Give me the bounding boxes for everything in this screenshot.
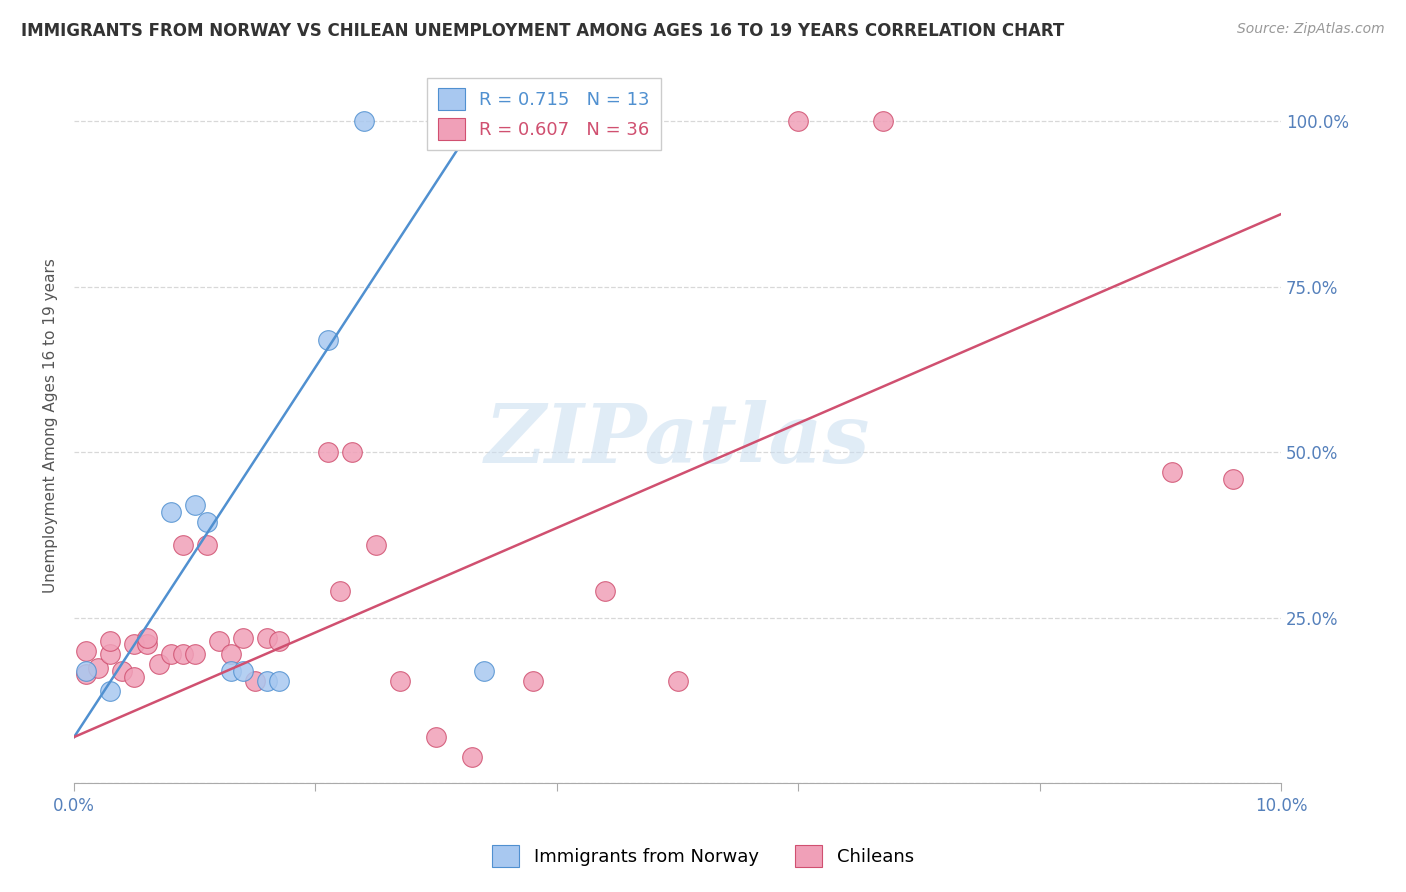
Point	[232, 631, 254, 645]
Point	[124, 637, 146, 651]
Point	[474, 664, 496, 678]
Point	[666, 673, 689, 688]
Point	[316, 333, 339, 347]
Point	[98, 634, 121, 648]
Point	[316, 445, 339, 459]
Point	[593, 584, 616, 599]
Text: IMMIGRANTS FROM NORWAY VS CHILEAN UNEMPLOYMENT AMONG AGES 16 TO 19 YEARS CORRELA: IMMIGRANTS FROM NORWAY VS CHILEAN UNEMPL…	[21, 22, 1064, 40]
Point	[872, 114, 894, 128]
Point	[1222, 472, 1244, 486]
Point	[269, 634, 291, 648]
Point	[353, 114, 375, 128]
Point	[159, 648, 181, 662]
Point	[172, 648, 194, 662]
Point	[135, 637, 157, 651]
Point	[184, 648, 207, 662]
Point	[75, 667, 97, 681]
Point	[184, 499, 207, 513]
Point	[425, 730, 447, 744]
Point	[269, 673, 291, 688]
Legend: R = 0.715   N = 13, R = 0.607   N = 36: R = 0.715 N = 13, R = 0.607 N = 36	[427, 78, 661, 151]
Point	[98, 648, 121, 662]
Point	[87, 660, 110, 674]
Point	[208, 634, 231, 648]
Point	[124, 670, 146, 684]
Point	[98, 683, 121, 698]
Legend: Immigrants from Norway, Chileans: Immigrants from Norway, Chileans	[485, 838, 921, 874]
Text: ZIPatlas: ZIPatlas	[485, 401, 870, 480]
Point	[256, 631, 278, 645]
Point	[111, 664, 134, 678]
Point	[75, 664, 97, 678]
Point	[195, 515, 218, 529]
Point	[75, 644, 97, 658]
Point	[256, 673, 278, 688]
Point	[135, 631, 157, 645]
Point	[364, 538, 387, 552]
Point	[329, 584, 352, 599]
Point	[1161, 465, 1184, 479]
Point	[461, 114, 484, 128]
Point	[219, 648, 242, 662]
Point	[195, 538, 218, 552]
Text: Source: ZipAtlas.com: Source: ZipAtlas.com	[1237, 22, 1385, 37]
Point	[232, 664, 254, 678]
Point	[148, 657, 170, 672]
Point	[522, 673, 544, 688]
Point	[340, 445, 363, 459]
Point	[461, 750, 484, 764]
Point	[159, 505, 181, 519]
Point	[787, 114, 810, 128]
Point	[172, 538, 194, 552]
Point	[243, 673, 266, 688]
Point	[219, 664, 242, 678]
Point	[388, 673, 411, 688]
Y-axis label: Unemployment Among Ages 16 to 19 years: Unemployment Among Ages 16 to 19 years	[44, 259, 58, 593]
